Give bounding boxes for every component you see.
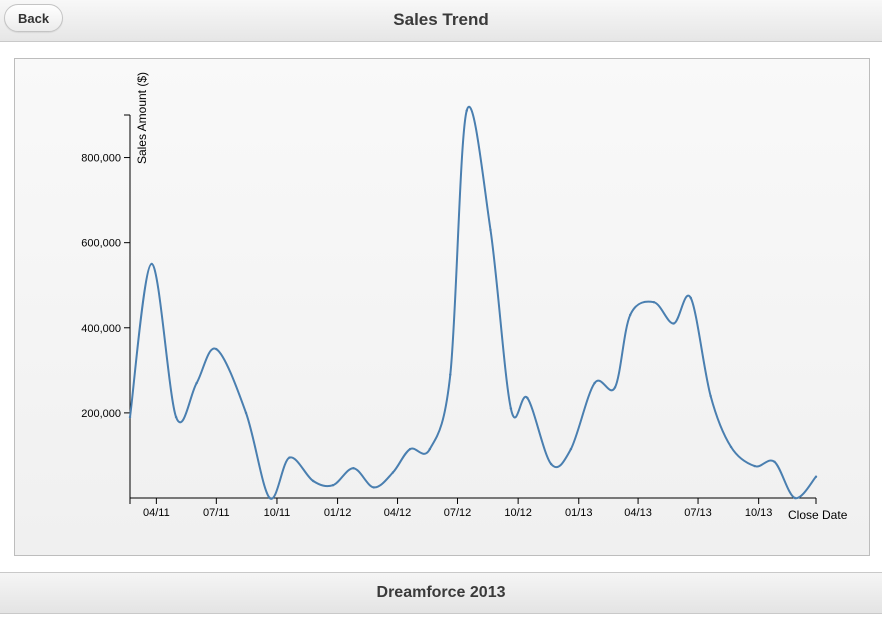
data-point (753, 464, 756, 468)
data-point (449, 373, 452, 376)
data-point (195, 381, 198, 385)
data-point (593, 381, 596, 385)
data-point (391, 471, 395, 474)
x-tick-label: 01/13 (565, 507, 593, 519)
x-tick-label: 01/12 (324, 507, 352, 519)
data-point (150, 262, 153, 266)
data-point (729, 445, 733, 449)
header-bar: Back Sales Trend (0, 0, 882, 42)
sales-series-line (129, 106, 817, 500)
x-axis-title: Close Date (788, 508, 848, 522)
data-point (372, 486, 375, 489)
y-tick-label: 400,000 (81, 323, 121, 335)
data-point (549, 462, 553, 466)
data-point (489, 228, 492, 232)
x-tick-label: 07/11 (203, 507, 230, 519)
x-tick-label: 04/13 (624, 507, 652, 519)
x-tick-label: 10/11 (264, 507, 291, 519)
x-tick-label: 07/12 (444, 507, 472, 519)
data-point (174, 415, 178, 419)
x-tick-label: 10/13 (745, 507, 773, 519)
footer-bar: Dreamforce 2013 (0, 572, 882, 614)
x-tick-label: 04/12 (384, 507, 412, 519)
y-tick-label: 200,000 (81, 408, 121, 420)
x-axis: 04/11 07/11 10/11 01/12 04/12 07/12 10/12 01/13… (129, 497, 817, 519)
data-point (814, 475, 818, 478)
chart-panel: 200,000 400,000 600,000 800,000 04/11 07/11 1… (14, 58, 870, 556)
data-point (331, 484, 335, 487)
data-point (312, 479, 315, 483)
data-point (128, 415, 132, 419)
data-point (526, 396, 529, 400)
data-point (672, 322, 675, 325)
data-point (428, 447, 431, 451)
data-point (689, 296, 692, 300)
data-point (793, 496, 797, 500)
back-button[interactable]: Back (4, 4, 64, 32)
x-tick-label: 04/11 (143, 507, 170, 519)
data-point (509, 407, 513, 410)
data-point (244, 411, 248, 415)
line-chart: 200,000 400,000 600,000 800,000 04/11 07/11 1… (81, 72, 848, 522)
footer-title: Dreamforce 2013 (376, 584, 506, 601)
x-tick-label: 07/13 (684, 507, 712, 519)
y-axis: 200,000 400,000 600,000 800,000 (81, 114, 131, 498)
data-point (288, 456, 291, 459)
data-point (773, 460, 776, 463)
y-tick-label: 800,000 (81, 153, 121, 165)
data-point (652, 301, 656, 304)
data-point (352, 467, 355, 470)
data-point (268, 496, 271, 500)
data-point (629, 313, 632, 317)
page-title: Sales Trend (393, 10, 489, 29)
data-point (465, 109, 468, 112)
data-point (408, 447, 412, 451)
y-tick-label: 600,000 (81, 238, 121, 250)
data-point (569, 447, 573, 451)
series-layer (128, 106, 818, 500)
x-tick-label: 10/12 (504, 507, 532, 519)
data-point (613, 386, 617, 389)
data-point (709, 394, 712, 398)
data-point (215, 347, 218, 351)
y-axis-title: Sales Amount ($) (135, 72, 149, 164)
